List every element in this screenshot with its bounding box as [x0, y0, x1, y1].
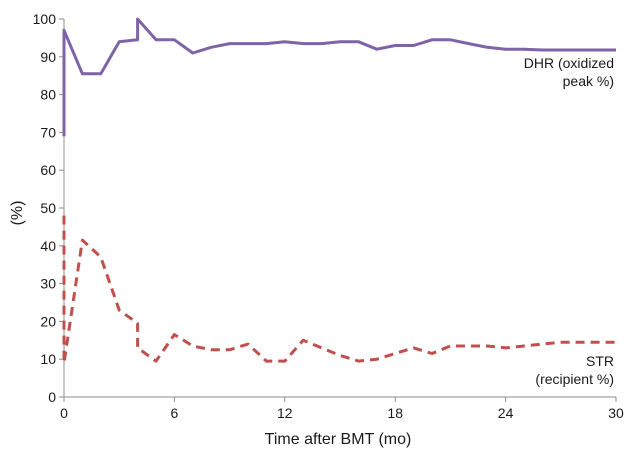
- y-tick-label: 10: [40, 351, 56, 367]
- x-tick-label: 24: [498, 405, 514, 421]
- y-axis-label: (%): [9, 201, 26, 226]
- y-tick-label: 50: [40, 200, 56, 216]
- series-layer: [62, 17, 616, 365]
- x-tick-label: 0: [60, 405, 68, 421]
- x-tick-label: 18: [387, 405, 403, 421]
- axes: [63, 19, 616, 398]
- dhr-series-label-line: peak %): [563, 73, 614, 89]
- dhr-series-label-line: DHR (oxidized: [524, 55, 614, 71]
- y-tick-label: 30: [40, 276, 56, 292]
- str-series-label-line: (recipient %): [535, 371, 614, 387]
- x-tick-label: 6: [171, 405, 179, 421]
- y-tick-label: 0: [48, 389, 56, 405]
- x-tick-label: 30: [608, 405, 624, 421]
- y-tick-label: 90: [40, 49, 56, 65]
- dhr-series-line: [62, 17, 616, 137]
- y-tick-label: 70: [40, 124, 56, 140]
- y-tick-label: 60: [40, 162, 56, 178]
- str-series-label-line: STR: [586, 353, 614, 369]
- x-tick-label: 12: [277, 405, 293, 421]
- y-tick-label: 100: [33, 11, 57, 27]
- series-annotations: DHR (oxidized peak %) STR (recipient %): [524, 55, 614, 387]
- y-tick-label: 20: [40, 313, 56, 329]
- str-series-line: [62, 215, 616, 365]
- x-axis-ticks: 0 6 12 18 24 30: [60, 397, 624, 421]
- y-axis-ticks: 0 10 20 30 40 50 60 70 80 90 100: [33, 11, 64, 405]
- y-tick-label: 40: [40, 238, 56, 254]
- y-tick-label: 80: [40, 87, 56, 103]
- x-axis-label: Time after BMT (mo): [265, 431, 412, 448]
